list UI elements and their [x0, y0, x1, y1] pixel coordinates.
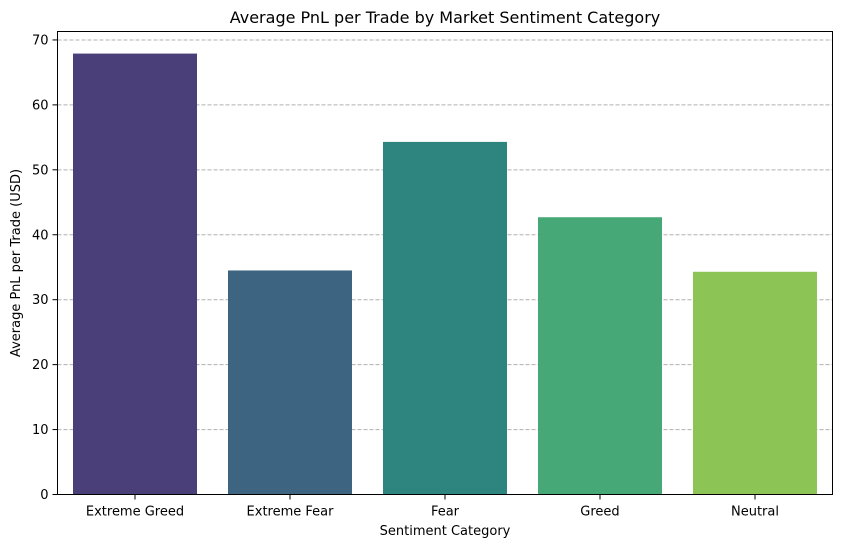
x-tick-label: Neutral [731, 505, 779, 520]
bar [73, 53, 197, 495]
chart-title: Average PnL per Trade by Market Sentimen… [230, 8, 661, 27]
x-axis-ticks: Extreme Greed Extreme Fear Fear Greed Neutra… [86, 494, 779, 520]
y-tick-label: 30 [32, 293, 49, 308]
x-tick-label: Fear [431, 505, 460, 520]
y-tick-label: 10 [32, 423, 49, 438]
x-tick-label: Extreme Greed [86, 505, 184, 520]
y-axis-label: Average PnL per Trade (USD) [9, 169, 24, 357]
x-tick-label: Greed [580, 505, 619, 520]
x-tick-label: Extreme Fear [247, 505, 335, 520]
bar [538, 217, 662, 495]
y-tick-label: 0 [40, 488, 48, 503]
bars [73, 53, 817, 495]
y-tick-label: 70 [32, 33, 49, 48]
bar [383, 141, 507, 495]
bar [693, 271, 817, 495]
y-tick-label: 40 [32, 228, 49, 243]
y-tick-label: 20 [32, 358, 49, 373]
x-axis-label: Sentiment Category [380, 524, 511, 539]
y-axis-ticks: 0 10 20 30 40 50 60 70 [32, 33, 58, 503]
y-tick-label: 60 [32, 98, 49, 113]
y-tick-label: 50 [32, 163, 49, 178]
bar [228, 270, 352, 495]
